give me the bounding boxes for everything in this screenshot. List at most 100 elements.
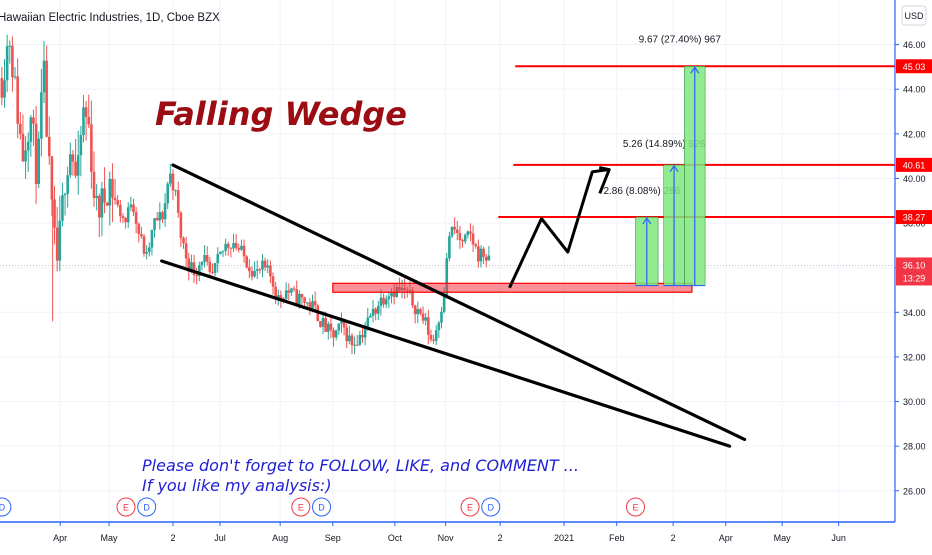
candle-body — [132, 204, 135, 213]
candle-body — [145, 252, 148, 254]
candle-body — [450, 226, 454, 237]
candle-body — [484, 256, 488, 261]
event-marker[interactable] — [481, 497, 501, 517]
candle-body — [384, 299, 388, 305]
event-marker[interactable] — [460, 497, 480, 517]
candle-body — [466, 231, 470, 235]
candle-body — [369, 315, 372, 318]
candle-body — [429, 334, 433, 340]
x-tick-label: 2021 — [554, 533, 574, 543]
candle-body — [287, 290, 291, 293]
x-tick-label: Feb — [609, 533, 625, 543]
candle-body — [421, 313, 425, 321]
candle-body — [150, 229, 154, 248]
candle-body — [174, 190, 177, 192]
event-label: E — [298, 503, 304, 513]
candle-body — [169, 173, 172, 184]
event-label: E — [123, 503, 129, 513]
candle-body — [205, 255, 209, 262]
candle-body — [290, 288, 293, 293]
candle-body — [326, 323, 330, 332]
event-marker[interactable] — [312, 497, 332, 517]
candle-body — [463, 234, 467, 242]
candle-body — [411, 290, 414, 306]
currency-button[interactable]: USD — [904, 11, 924, 21]
candle-body — [40, 92, 43, 139]
candle-body — [50, 156, 54, 200]
candle-body — [471, 233, 475, 245]
candle-body — [82, 107, 85, 136]
price-level-tag-label: 38.27 — [903, 213, 926, 223]
candle-body — [219, 251, 222, 255]
candle-body — [187, 258, 191, 272]
candle-body — [334, 330, 338, 338]
candle-body — [305, 302, 309, 304]
event-marker[interactable] — [626, 497, 646, 517]
candle-body — [279, 295, 283, 299]
candle-body — [134, 212, 138, 224]
candle-body — [437, 322, 441, 331]
candle-body — [24, 150, 27, 162]
candle-body — [105, 202, 109, 206]
event-marker[interactable] — [291, 497, 311, 517]
candle-body — [142, 236, 146, 254]
price-level-tag-label: 45.03 — [903, 62, 926, 72]
y-tick-label: 32.00 — [903, 352, 926, 362]
candles-layer — [0, 34, 491, 355]
candle-body — [184, 243, 188, 259]
candle-body — [161, 212, 164, 220]
event-marker[interactable] — [116, 497, 136, 517]
candle-body — [63, 193, 67, 196]
event-label: E — [467, 503, 473, 513]
candle-body — [434, 330, 438, 341]
candle-body — [445, 258, 449, 296]
candle-body — [355, 344, 359, 346]
candle-body — [366, 317, 370, 328]
candle-body — [479, 248, 483, 262]
x-tick-label: Nov — [438, 533, 455, 543]
candle-body — [348, 335, 351, 342]
event-marker[interactable] — [137, 497, 157, 517]
axes: 26.0028.0030.0032.0034.0036.0038.0040.00… — [0, 0, 932, 543]
candle-body — [200, 261, 204, 266]
candle-body — [332, 330, 335, 338]
candle-body — [192, 262, 196, 276]
candle-body — [58, 220, 62, 261]
candle-body — [345, 327, 349, 342]
candle-body — [84, 107, 88, 117]
candle-body — [74, 161, 77, 176]
candle-body — [361, 334, 364, 338]
candle-body — [208, 261, 212, 272]
wedge-lower-line[interactable] — [160, 259, 732, 448]
candle-body — [66, 175, 69, 194]
event-label: D — [318, 503, 325, 513]
candle-body — [76, 155, 80, 176]
y-tick-label: 26.00 — [903, 486, 926, 496]
candle-body — [427, 317, 430, 335]
countdown-label: 13:29 — [903, 273, 926, 283]
candle-body — [137, 223, 141, 235]
candle-body — [419, 309, 422, 314]
candle-body — [358, 334, 362, 345]
candle-body — [163, 203, 167, 220]
candle-body — [92, 171, 96, 198]
current-price-tag — [896, 257, 932, 286]
candle-body — [0, 78, 4, 98]
target-label: 5.26 (14.89%) 526 — [623, 139, 706, 150]
targets-layer: 2.86 (8.08%) 286 5.26 (14.89%) 526 9.67 (2… — [603, 34, 721, 287]
candle-body — [47, 136, 51, 157]
candle-body — [342, 320, 346, 328]
projection-path[interactable] — [508, 168, 610, 289]
target-arrowhead — [669, 164, 679, 173]
candle-body — [282, 298, 285, 300]
candle-body — [258, 269, 262, 271]
candle-body — [32, 117, 35, 124]
wedge-upper-line[interactable] — [171, 163, 747, 442]
event-label: E — [633, 503, 639, 513]
currency-button-box[interactable] — [901, 5, 927, 26]
event-marker[interactable] — [0, 497, 12, 517]
candle-body — [240, 245, 243, 250]
